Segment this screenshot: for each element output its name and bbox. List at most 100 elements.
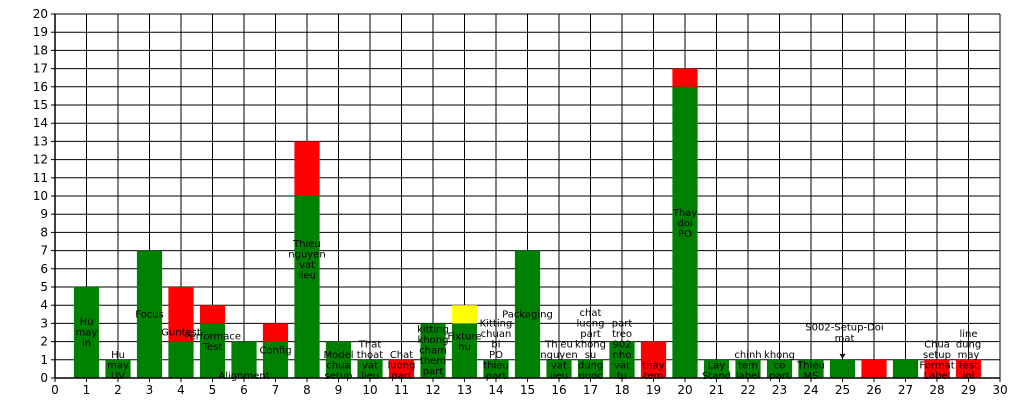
bar-label-line: Focus [135,309,164,320]
bar-label-line: Alignment [218,371,269,382]
x-tick-label: 7 [272,383,280,397]
x-tick-label: 0 [51,383,59,397]
bar-label: kitting khong cham them part [417,325,449,378]
bar-label-line: khong [764,350,795,361]
y-tick-label: 15 [33,98,48,112]
y-tick-label: 4 [40,298,48,312]
bar-label-line: part [391,371,412,382]
bar-label-line: vat [299,260,315,271]
bar-label-line: Hu [111,350,125,361]
x-tick-label: 5 [209,383,217,397]
y-tick-label: 13 [33,134,48,148]
bar-label: Kitting chuan bi PO thieu part [480,319,513,383]
bar-label-line: PO [678,229,692,240]
bar-segment [262,323,289,342]
bar-label-line: Thay [672,208,698,219]
bar-segment [294,196,320,378]
bar-label-line: hu [458,342,471,353]
x-tick-label: 22 [740,383,755,397]
bar-label: Lay Stand [702,361,731,383]
bar-segment [388,359,415,378]
bar-label: Hu may in [76,317,98,349]
x-tick-label: 19 [646,383,661,397]
bar-label-line: them [420,356,446,367]
bar-label-line: dung [578,361,603,372]
y-tick-label: 16 [33,80,48,94]
bar-label-line: Chat [390,350,413,361]
bar-label: khong co part [764,350,795,382]
bar-segment [168,341,194,378]
bar-label-line: Kitting [480,319,513,330]
bar-label-line: Chua [924,340,950,351]
bar-label-line: in [82,338,91,349]
bar-label-line: Model [323,350,353,361]
x-tick-label: 13 [457,383,472,397]
bar-label-line: Thieu [796,361,825,372]
bar-label: Alignment [218,371,269,382]
bar-label-line: chat [580,308,602,319]
bar-label-line: thay [642,361,664,372]
annotation-text: S002-Setup-Doi mat [805,322,883,344]
x-tick-label: 3 [146,383,154,397]
bar-label: That thoat vat lieu [357,340,384,383]
bar-label: Performace Test [184,331,241,353]
bar-label-line: lieu [361,371,379,382]
bar-label-line: khong [418,335,449,346]
y-tick-label: 17 [33,62,48,76]
bar-segment [829,359,856,378]
bar-label-line: tem [644,371,664,382]
bar-label-line: vat [551,361,567,372]
bar-label-line: line [959,329,977,340]
y-tick-label: 3 [40,316,48,330]
bar-segment [577,359,604,378]
x-tick-label: 29 [961,383,976,397]
bar-label-line: dung [956,340,981,351]
x-tick-label: 25 [835,383,850,397]
x-tick-label: 16 [551,383,566,397]
y-tick-label: 11 [33,171,48,185]
bar-label-line: Guntest [161,328,201,339]
bar-label-line: Test [202,342,223,353]
y-tick-label: 6 [40,262,48,276]
x-tick-label: 30 [992,383,1007,397]
x-tick-label: 20 [677,383,692,397]
y-tick-label: 1 [40,353,48,367]
x-tick-label: 8 [303,383,311,397]
x-tick-label: 23 [772,383,787,397]
x-tick-label: 15 [520,383,535,397]
bar-label: Config [259,346,291,357]
bar-label: chinh tem label [734,350,761,382]
bar-label-line: Thieu [292,239,321,250]
bar-label: Chua setup Format Label [919,340,954,383]
x-tick-label: 17 [583,383,598,397]
bar-label-line: Lay [708,361,726,372]
bar-label-line: khong [575,340,606,351]
x-tick-label: 18 [614,383,629,397]
bar-label-line: Performace [184,331,241,342]
bar-segment [514,250,541,378]
bar-segment [703,359,730,378]
bar-segment [924,359,950,378]
bar-label-line: PO [489,350,503,361]
bar-label-line: co [774,361,786,372]
bar-segment [231,341,257,378]
bar-label-line: 902 [612,340,631,351]
bar-label-line: chua [326,361,350,372]
x-tick-label: 1 [83,383,91,397]
bar-label-line: luong [388,361,416,372]
bar-segment [105,359,131,378]
bar-label-line: may [107,361,129,372]
bar-segment [861,359,887,378]
bar-segment [546,359,572,378]
bar-label-line: part [612,319,633,330]
bar-label-line: MS [804,371,819,382]
bar-label-line: Format [919,361,954,372]
bar-label-line: Fixture [447,331,481,342]
y-tick-label: 9 [40,207,48,221]
bar-label: line dung may test loi [956,329,981,382]
bar-label-line: kitting [417,325,449,336]
bar-label: Focus [135,309,164,320]
bar-label-line: vat [614,361,630,372]
x-tick-label: 2 [114,383,122,397]
